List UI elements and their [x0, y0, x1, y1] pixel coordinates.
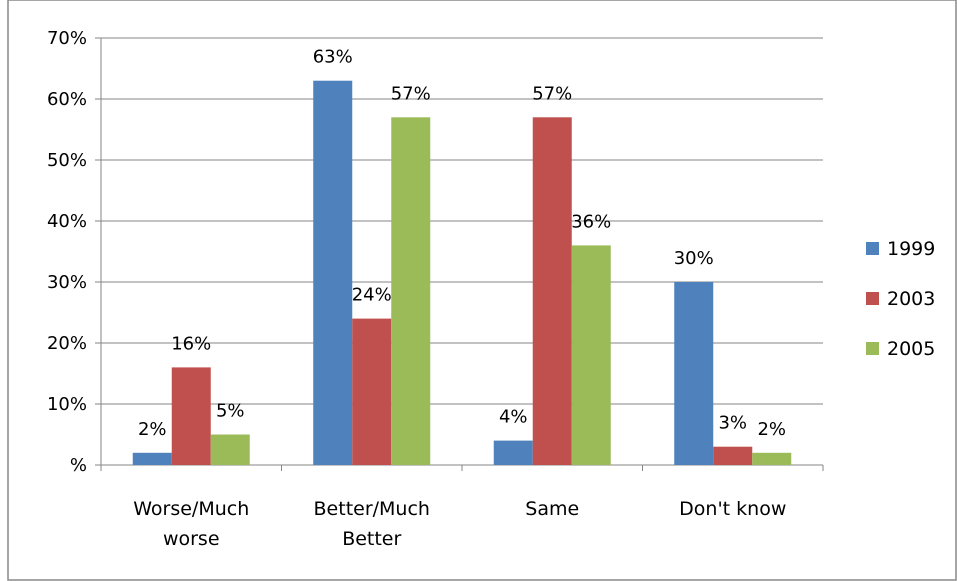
y-tick-label: 40%	[47, 211, 87, 232]
y-tick-label: 30%	[47, 272, 87, 293]
bar-1999	[313, 80, 353, 465]
category-label: Worse/Much	[133, 498, 249, 520]
legend-label: 2003	[887, 288, 935, 310]
legend-label: 1999	[887, 238, 935, 260]
data-labels: 2% 63% 4% 30% 16% 24% 57% 3% 5% 57% 36% 2%	[138, 47, 786, 440]
y-tick-label: 50%	[47, 150, 87, 171]
bar-2005	[391, 117, 431, 466]
category-label: Don't know	[679, 498, 786, 520]
bar-2003	[713, 446, 753, 465]
bar-2005	[571, 245, 611, 465]
bar-2003	[352, 318, 392, 465]
category-label: Better/Much	[314, 498, 430, 520]
y-tick-label: 10%	[47, 394, 87, 415]
bars	[132, 80, 792, 466]
y-tick-label: %	[70, 455, 87, 476]
chart-border	[7, 0, 957, 581]
bar-2003	[532, 117, 572, 466]
legend-swatch-2003	[866, 292, 879, 305]
y-tick-label: 60%	[47, 89, 87, 110]
bar-1999	[493, 440, 533, 465]
data-label: 2%	[138, 419, 167, 440]
data-label: 63%	[313, 47, 353, 68]
y-tick-label: 20%	[47, 333, 87, 354]
bar-2003	[171, 367, 211, 465]
y-tick-label: 70%	[47, 28, 87, 49]
data-label: 4%	[499, 407, 528, 428]
legend-swatch-2005	[866, 342, 879, 355]
bar-1999	[132, 452, 172, 465]
legend-swatch-1999	[866, 242, 879, 255]
bar-1999	[674, 282, 714, 465]
legend-label: 2005	[887, 338, 935, 360]
bar-2005	[210, 434, 250, 465]
category-label: worse	[163, 528, 220, 550]
data-label: 2%	[757, 419, 786, 440]
data-label: 5%	[216, 401, 245, 422]
data-label: 57%	[532, 83, 572, 104]
gridlines	[101, 37, 823, 405]
data-label: 24%	[352, 285, 392, 306]
data-label: 57%	[391, 83, 431, 104]
legend: 1999 2003 2005	[866, 238, 935, 360]
axes: % 10% 20% 30% 40% 50% 60% 70% Worse/Much worse Bet…	[47, 28, 824, 550]
data-label: 30%	[674, 248, 714, 269]
bar-2005	[752, 452, 792, 465]
data-label: 36%	[571, 211, 611, 232]
data-label: 16%	[171, 333, 211, 354]
category-label: Better	[342, 528, 401, 550]
category-label: Same	[525, 498, 579, 520]
data-label: 3%	[718, 413, 747, 434]
